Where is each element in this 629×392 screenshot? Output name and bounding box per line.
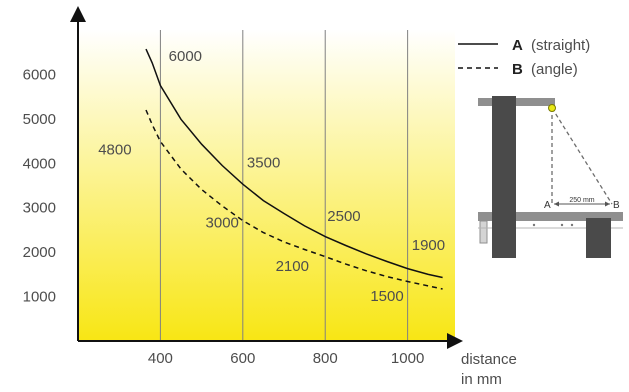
y-tick-label: 3000 <box>23 200 56 217</box>
x-tick-label: 800 <box>313 350 338 367</box>
legend-entry-b: B (angle) <box>512 61 578 78</box>
dimension-arrowhead-left <box>554 201 559 207</box>
value-annotation: 4800 <box>98 141 131 158</box>
y-tick-label: 6000 <box>23 66 56 83</box>
series-lines <box>145 48 443 290</box>
x-tick-label: 1000 <box>391 350 424 367</box>
series-line-b <box>145 109 443 290</box>
value-annotation: 2100 <box>276 258 309 275</box>
value-annotation: 3000 <box>206 215 239 232</box>
y-tick-label: 2000 <box>23 244 56 261</box>
platform-beam <box>478 212 623 221</box>
bolt-dot <box>570 223 574 227</box>
bolt-dot <box>532 223 536 227</box>
legend-name-b: (angle) <box>531 61 578 78</box>
bolt-dot <box>560 223 564 227</box>
value-annotation: 2500 <box>327 208 360 225</box>
y-tick-label: 1000 <box>23 289 56 306</box>
x-axis-label-line2: in mm <box>461 371 502 387</box>
hook-point-icon <box>548 104 556 112</box>
plot-background <box>78 30 455 341</box>
series-line-a <box>145 48 443 279</box>
vertical-post-right <box>586 218 611 258</box>
diagram-label-a: A <box>544 200 551 211</box>
point-annotations: 6000 4800 3500 3000 2500 2100 1900 1500 <box>98 48 445 305</box>
legend-name-a: (straight) <box>531 37 590 54</box>
x-axis-label-line1: distance <box>461 351 517 368</box>
value-annotation: 3500 <box>247 155 280 172</box>
x-tick-label: 600 <box>230 350 255 367</box>
legend-entry-a: A (straight) <box>512 37 590 54</box>
diagram-label-b: B <box>613 200 620 211</box>
legend: A (straight) B (angle) <box>458 37 590 78</box>
mounting-diagram: A B 250 mm <box>478 96 623 258</box>
value-annotation: 1500 <box>370 288 403 305</box>
value-annotation: 6000 <box>169 48 202 65</box>
angled-dashed-line <box>551 107 613 205</box>
vertical-post-left <box>492 96 516 258</box>
platform-ledge <box>479 220 488 244</box>
legend-key-a: A <box>512 37 523 54</box>
legend-key-b: B <box>512 61 523 78</box>
tick-labels: 400 600 800 1000 1000 2000 3000 4000 5000 6000 <box>23 66 425 367</box>
x-tick-label: 400 <box>148 350 173 367</box>
grid-lines <box>159 30 409 341</box>
diagram-dimension-label: 250 mm <box>569 197 594 204</box>
value-annotation: 1900 <box>412 237 445 254</box>
top-bracket <box>478 98 555 106</box>
y-tick-label: 4000 <box>23 155 56 172</box>
y-tick-label: 5000 <box>23 111 56 128</box>
dimension-arrowhead-right <box>605 201 610 207</box>
